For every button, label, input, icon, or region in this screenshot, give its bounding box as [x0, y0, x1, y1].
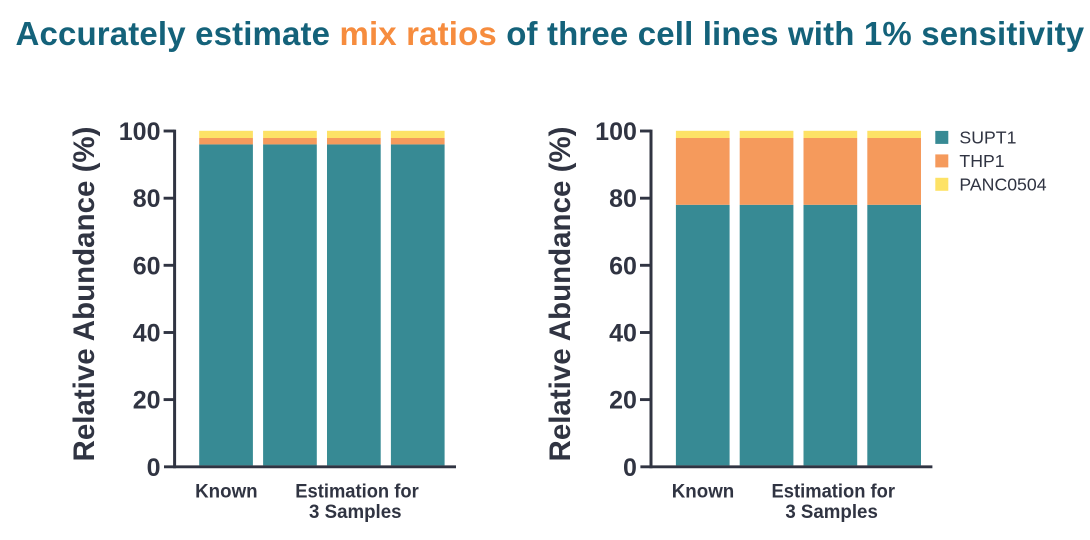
svg-text:60: 60	[609, 252, 637, 280]
svg-text:40: 40	[133, 320, 161, 348]
svg-text:40: 40	[609, 320, 637, 348]
svg-text:Known: Known	[672, 481, 735, 502]
svg-text:80: 80	[609, 185, 637, 213]
svg-text:100: 100	[119, 118, 161, 146]
svg-text:20: 20	[133, 387, 161, 415]
svg-text:0: 0	[623, 454, 637, 482]
svg-text:Relative Abundance (%): Relative Abundance (%)	[544, 127, 577, 462]
svg-text:Relative Abundance (%): Relative Abundance (%)	[68, 127, 101, 462]
svg-text:0: 0	[147, 454, 161, 482]
svg-text:Known: Known	[195, 481, 258, 502]
svg-text:100: 100	[595, 118, 637, 146]
svg-text:SUPT1: SUPT1	[959, 127, 1016, 147]
svg-text:PANC0504: PANC0504	[959, 174, 1046, 194]
svg-text:3 Samples: 3 Samples	[309, 502, 402, 523]
svg-text:THP1: THP1	[959, 151, 1004, 171]
svg-text:60: 60	[133, 252, 161, 280]
svg-text:Accurately estimate mix ratios: Accurately estimate mix ratios of three …	[16, 15, 1085, 52]
svg-text:Estimation for: Estimation for	[772, 481, 896, 502]
svg-text:3 Samples: 3 Samples	[785, 502, 878, 523]
svg-text:Estimation for: Estimation for	[295, 481, 419, 502]
svg-text:20: 20	[609, 387, 637, 415]
svg-text:80: 80	[133, 185, 161, 213]
